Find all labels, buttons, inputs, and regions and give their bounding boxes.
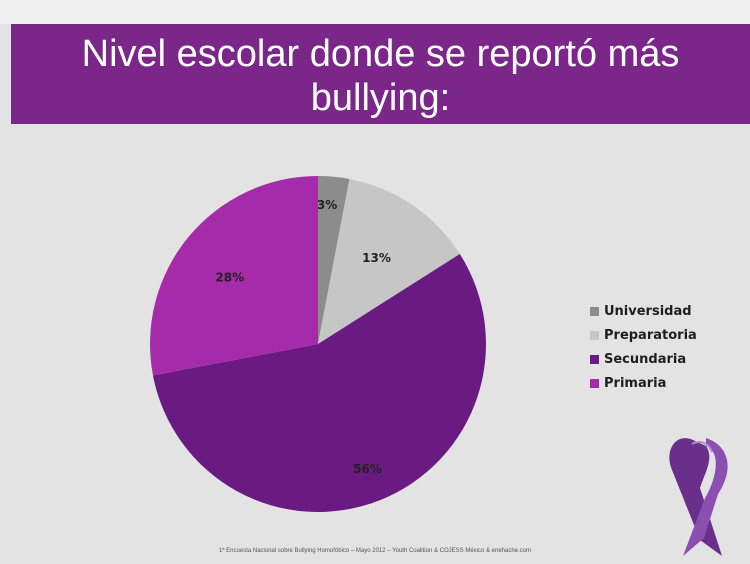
pie-label-universidad: 3% bbox=[317, 198, 337, 212]
legend: Universidad Preparatoria Secundaria Prim… bbox=[590, 299, 697, 395]
pie-slice-universidad bbox=[318, 176, 350, 344]
legend-item-universidad: Universidad bbox=[590, 299, 697, 323]
legend-item-secundaria: Secundaria bbox=[590, 347, 697, 371]
legend-swatch bbox=[590, 306, 599, 316]
legend-swatch bbox=[590, 354, 599, 364]
pie-slice-primaria bbox=[149, 176, 318, 376]
legend-label: Primaria bbox=[604, 375, 667, 391]
legend-swatch bbox=[590, 330, 599, 340]
pie-label-primaria: 28% bbox=[215, 271, 244, 285]
pie-label-secundaria: 56% bbox=[353, 462, 382, 476]
legend-item-primaria: Primaria bbox=[590, 371, 697, 395]
pie-slice-preparatoria bbox=[318, 178, 460, 344]
pie-slice-secundaria bbox=[152, 253, 486, 513]
top-strip bbox=[0, 0, 750, 24]
slide-title: Nivel escolar donde se reportó más bully… bbox=[81, 33, 680, 119]
legend-label: Universidad bbox=[604, 303, 692, 319]
legend-label: Preparatoria bbox=[604, 327, 697, 343]
title-band: Nivel escolar donde se reportó más bully… bbox=[11, 24, 750, 124]
legend-swatch bbox=[590, 378, 599, 388]
legend-label: Secundaria bbox=[604, 351, 687, 367]
pie-label-preparatoria: 13% bbox=[362, 251, 391, 265]
footnote: 1ª Encuesta Nacional sobre Bullying Homo… bbox=[218, 548, 532, 554]
legend-item-preparatoria: Preparatoria bbox=[590, 323, 697, 347]
